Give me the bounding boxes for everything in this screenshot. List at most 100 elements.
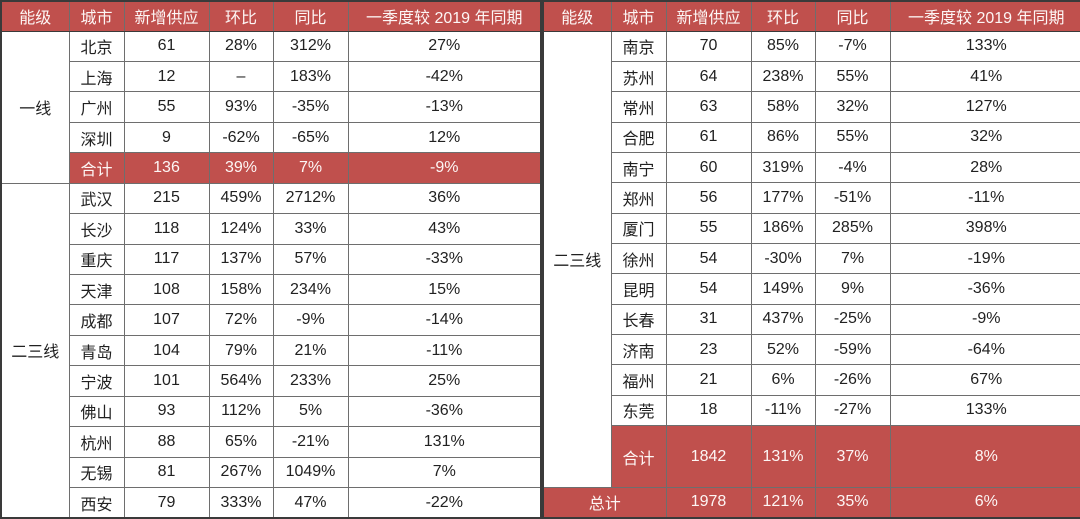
table-row: 长沙 118 124% 33% 43% bbox=[1, 213, 542, 245]
vs2019-cell: 127% bbox=[889, 91, 1080, 123]
vs2019-cell: 15% bbox=[347, 273, 542, 306]
header-tier: 能级 bbox=[0, 0, 70, 32]
yoy-cell: 32% bbox=[814, 91, 891, 123]
mom-cell: 72% bbox=[208, 304, 274, 336]
table-row: 天津 108 158% 234% 15% bbox=[1, 273, 542, 306]
supply-cell: 118 bbox=[123, 213, 210, 245]
yoy-cell: 47% bbox=[272, 487, 349, 519]
mom-cell: 149% bbox=[750, 273, 816, 305]
city-cell: 西安 bbox=[68, 487, 125, 519]
mom-cell: 459% bbox=[208, 182, 274, 215]
vs2019-cell: 8% bbox=[889, 425, 1080, 488]
mom-cell: 39% bbox=[208, 152, 274, 184]
vs2019-cell: 28% bbox=[889, 151, 1080, 184]
vs2019-cell: 398% bbox=[889, 212, 1080, 245]
table-row: 厦门 55 186% 285% 398% bbox=[543, 212, 1080, 245]
table-row: 苏州 64 238% 55% 41% bbox=[543, 60, 1080, 93]
yoy-cell: 183% bbox=[272, 60, 349, 93]
vs2019-cell: 41% bbox=[889, 60, 1080, 93]
table-row: 长春 31 437% -25% -9% bbox=[543, 303, 1080, 336]
mom-cell: 186% bbox=[750, 212, 816, 245]
city-cell: 天津 bbox=[68, 273, 125, 306]
vs2019-cell: -14% bbox=[347, 304, 542, 336]
yoy-cell: -4% bbox=[814, 151, 891, 184]
supply-cell: 81 bbox=[123, 456, 210, 489]
vs2019-cell: -64% bbox=[889, 334, 1080, 366]
city-cell: 上海 bbox=[68, 60, 125, 93]
supply-cell: 60 bbox=[665, 151, 752, 184]
header-mom: 环比 bbox=[208, 0, 274, 32]
mom-cell: 564% bbox=[208, 365, 274, 397]
city-cell: 武汉 bbox=[68, 182, 125, 215]
city-cell: 深圳 bbox=[68, 121, 125, 154]
header-city: 城市 bbox=[610, 0, 667, 32]
mom-cell: 28% bbox=[208, 30, 274, 62]
city-cell: 青岛 bbox=[68, 334, 125, 367]
table-row: 成都 107 72% -9% -14% bbox=[1, 304, 542, 336]
yoy-cell: 55% bbox=[814, 121, 891, 153]
mom-cell: 131% bbox=[750, 425, 816, 488]
table-row: 徐州 54 -30% 7% -19% bbox=[543, 243, 1080, 275]
vs2019-cell: 6% bbox=[889, 486, 1080, 519]
vs2019-cell: 43% bbox=[347, 213, 542, 245]
tier-cell: 一线 bbox=[0, 30, 70, 184]
table-row: 杭州 88 65% -21% 131% bbox=[1, 426, 542, 458]
yoy-cell: -65% bbox=[272, 121, 349, 154]
header-city: 城市 bbox=[68, 0, 125, 32]
table-row: 常州 63 58% 32% 127% bbox=[543, 91, 1080, 123]
yoy-cell: -25% bbox=[814, 303, 891, 336]
table-row: 青岛 104 79% 21% -11% bbox=[1, 334, 542, 367]
table-row: 西安 79 333% 47% -22% bbox=[1, 487, 542, 519]
mom-cell: -30% bbox=[750, 243, 816, 275]
supply-cell: 101 bbox=[123, 365, 210, 397]
vs2019-cell: 7% bbox=[347, 456, 542, 489]
supply-cell: 79 bbox=[123, 487, 210, 519]
city-cell: 杭州 bbox=[68, 426, 125, 458]
header-row: 能级 城市 新增供应 环比 同比 一季度较 2019 年同期 bbox=[0, 0, 542, 32]
yoy-cell: 234% bbox=[272, 273, 349, 306]
vs2019-cell: -42% bbox=[347, 60, 542, 93]
supply-cell: 1842 bbox=[665, 425, 752, 488]
yoy-cell: -26% bbox=[814, 364, 891, 396]
supply-cell: 215 bbox=[123, 182, 210, 215]
city-cell: 福州 bbox=[610, 364, 667, 396]
mom-cell: 267% bbox=[208, 456, 274, 489]
supply-cell: 63 bbox=[665, 91, 752, 123]
vs2019-cell: -11% bbox=[889, 182, 1080, 214]
supply-cell: 64 bbox=[665, 60, 752, 93]
supply-cell: 93 bbox=[123, 395, 210, 428]
city-cell: 重庆 bbox=[68, 243, 125, 276]
mom-cell: 52% bbox=[750, 334, 816, 366]
vs2019-cell: -9% bbox=[347, 152, 542, 184]
yoy-cell: 7% bbox=[814, 243, 891, 275]
yoy-cell: 5% bbox=[272, 395, 349, 428]
grand-total-label: 总计 bbox=[542, 486, 667, 519]
subtotal-row-tier1: 合计 136 39% 7% -9% bbox=[1, 152, 542, 184]
table-row: 上海 12 – 183% -42% bbox=[1, 60, 542, 93]
vs2019-cell: -36% bbox=[889, 273, 1080, 305]
mom-cell: 86% bbox=[750, 121, 816, 153]
mom-cell: 137% bbox=[208, 243, 274, 276]
yoy-cell: 57% bbox=[272, 243, 349, 276]
vs2019-cell: 32% bbox=[889, 121, 1080, 153]
table-row: 深圳 9 -62% -65% 12% bbox=[1, 121, 542, 154]
supply-cell: 104 bbox=[123, 334, 210, 367]
vs2019-cell: -19% bbox=[889, 243, 1080, 275]
yoy-cell: 7% bbox=[272, 152, 349, 184]
table-row: 福州 21 6% -26% 67% bbox=[543, 364, 1080, 396]
city-cell: 合肥 bbox=[610, 121, 667, 153]
vs2019-cell: -11% bbox=[347, 334, 542, 367]
yoy-cell: 55% bbox=[814, 60, 891, 93]
table-row: 一线 北京 61 28% 312% 27% bbox=[0, 30, 542, 184]
supply-cell: 61 bbox=[665, 121, 752, 153]
mom-cell: 58% bbox=[750, 91, 816, 123]
yoy-cell: -7% bbox=[814, 30, 891, 62]
header-row: 能级 城市 新增供应 环比 同比 一季度较 2019 年同期 bbox=[542, 0, 1080, 32]
table-row: 合肥 61 86% 55% 32% bbox=[543, 121, 1080, 153]
yoy-cell: 9% bbox=[814, 273, 891, 305]
vs2019-cell: 27% bbox=[347, 30, 542, 62]
supply-cell: 12 bbox=[123, 60, 210, 93]
city-cell: 长沙 bbox=[68, 213, 125, 245]
supply-cell: 88 bbox=[123, 426, 210, 458]
